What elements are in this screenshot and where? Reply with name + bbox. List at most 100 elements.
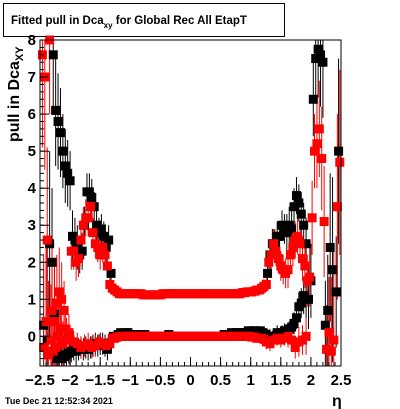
data-point (96, 224, 106, 234)
data-point (320, 320, 330, 330)
data-point (283, 265, 293, 275)
data-point (266, 250, 276, 260)
data-point (331, 287, 341, 297)
y-tick-label: 2 (28, 254, 36, 271)
data-point (58, 339, 68, 349)
data-point (288, 242, 298, 252)
x-axis-label: η (332, 393, 342, 409)
y-axis-label-main: pull in Dca (6, 61, 23, 142)
data-point (76, 235, 86, 245)
data-point (282, 228, 292, 238)
x-tick-label: 2.5 (331, 372, 352, 389)
data-point (95, 250, 105, 260)
plot-frame (39, 39, 342, 367)
data-point (77, 246, 87, 256)
data-point (59, 305, 69, 315)
data-point (261, 280, 271, 289)
data-point (307, 213, 317, 223)
data-point (48, 50, 58, 60)
title-box (3, 3, 285, 37)
data-point (301, 294, 311, 304)
x-tick-label: −0.5 (146, 372, 176, 389)
data-point (51, 105, 61, 115)
x-tick-label: 1.5 (270, 372, 291, 389)
markers-layer (37, 35, 345, 364)
data-point (42, 235, 52, 245)
data-point (313, 44, 323, 54)
data-point (300, 261, 310, 271)
data-point (41, 317, 51, 327)
chart-title: Fitted pull in Dcaxy for Global Rec All … (11, 15, 247, 30)
y-tick-label: 5 (28, 143, 36, 160)
y-tick-label: 1 (28, 291, 36, 308)
data-point (308, 94, 318, 104)
x-tick-label: 0 (186, 372, 194, 389)
data-point (319, 217, 329, 227)
data-point (294, 198, 304, 208)
x-tick-label: −2.5 (25, 372, 55, 389)
y-tick-label: 3 (28, 217, 36, 234)
title-rest: for Global Rec All EtapT (113, 15, 247, 27)
data-point (54, 287, 64, 297)
data-point (65, 176, 75, 186)
y-tick-label: 0 (28, 328, 36, 345)
data-point (47, 305, 57, 315)
data-point (92, 220, 102, 230)
data-point (65, 335, 75, 345)
data-point (271, 246, 281, 256)
data-point (317, 154, 327, 164)
data-point (49, 317, 59, 327)
data-point (63, 168, 73, 178)
data-point (86, 202, 96, 212)
data-point (52, 298, 62, 308)
data-point (48, 346, 58, 356)
data-point (60, 161, 70, 171)
data-point (299, 220, 309, 230)
data-point (99, 231, 109, 241)
data-point (290, 342, 300, 352)
data-point (39, 342, 49, 352)
data-point (58, 146, 68, 156)
data-point (293, 231, 303, 241)
data-point (55, 128, 65, 138)
data-point (78, 220, 88, 230)
data-point (324, 328, 334, 338)
data-point (296, 298, 306, 308)
data-point (83, 213, 93, 223)
x-tick-label: 2 (307, 372, 315, 389)
data-point (47, 257, 57, 267)
data-point (301, 331, 311, 341)
data-point (305, 272, 315, 282)
data-point (322, 344, 332, 354)
timestamp: Tue Dec 21 12:52:34 2021 (5, 396, 113, 406)
x-tick-label: −1 (122, 372, 139, 389)
y-tick-label: 6 (28, 106, 36, 123)
data-point (87, 192, 97, 202)
x-tick-label: −2 (62, 372, 79, 389)
x-tick-label: 0.5 (210, 372, 231, 389)
data-point (106, 268, 116, 278)
data-point (104, 235, 114, 245)
y-tick-label: 8 (28, 32, 36, 49)
data-point (100, 250, 110, 260)
data-point (273, 254, 283, 264)
data-point (88, 228, 98, 238)
data-point (74, 254, 84, 264)
data-point (289, 202, 299, 212)
data-point (98, 242, 108, 252)
data-point (285, 250, 295, 260)
data-point (295, 239, 305, 249)
data-point (311, 54, 321, 64)
data-point (291, 313, 301, 323)
data-point (314, 124, 324, 134)
data-point (329, 335, 339, 345)
data-point (325, 242, 335, 252)
data-point (93, 242, 103, 252)
data-point (46, 335, 56, 345)
data-point (264, 257, 274, 267)
data-point (287, 224, 297, 234)
data-point (275, 231, 285, 241)
y-tick-label: 4 (28, 180, 37, 197)
data-point (312, 139, 322, 149)
